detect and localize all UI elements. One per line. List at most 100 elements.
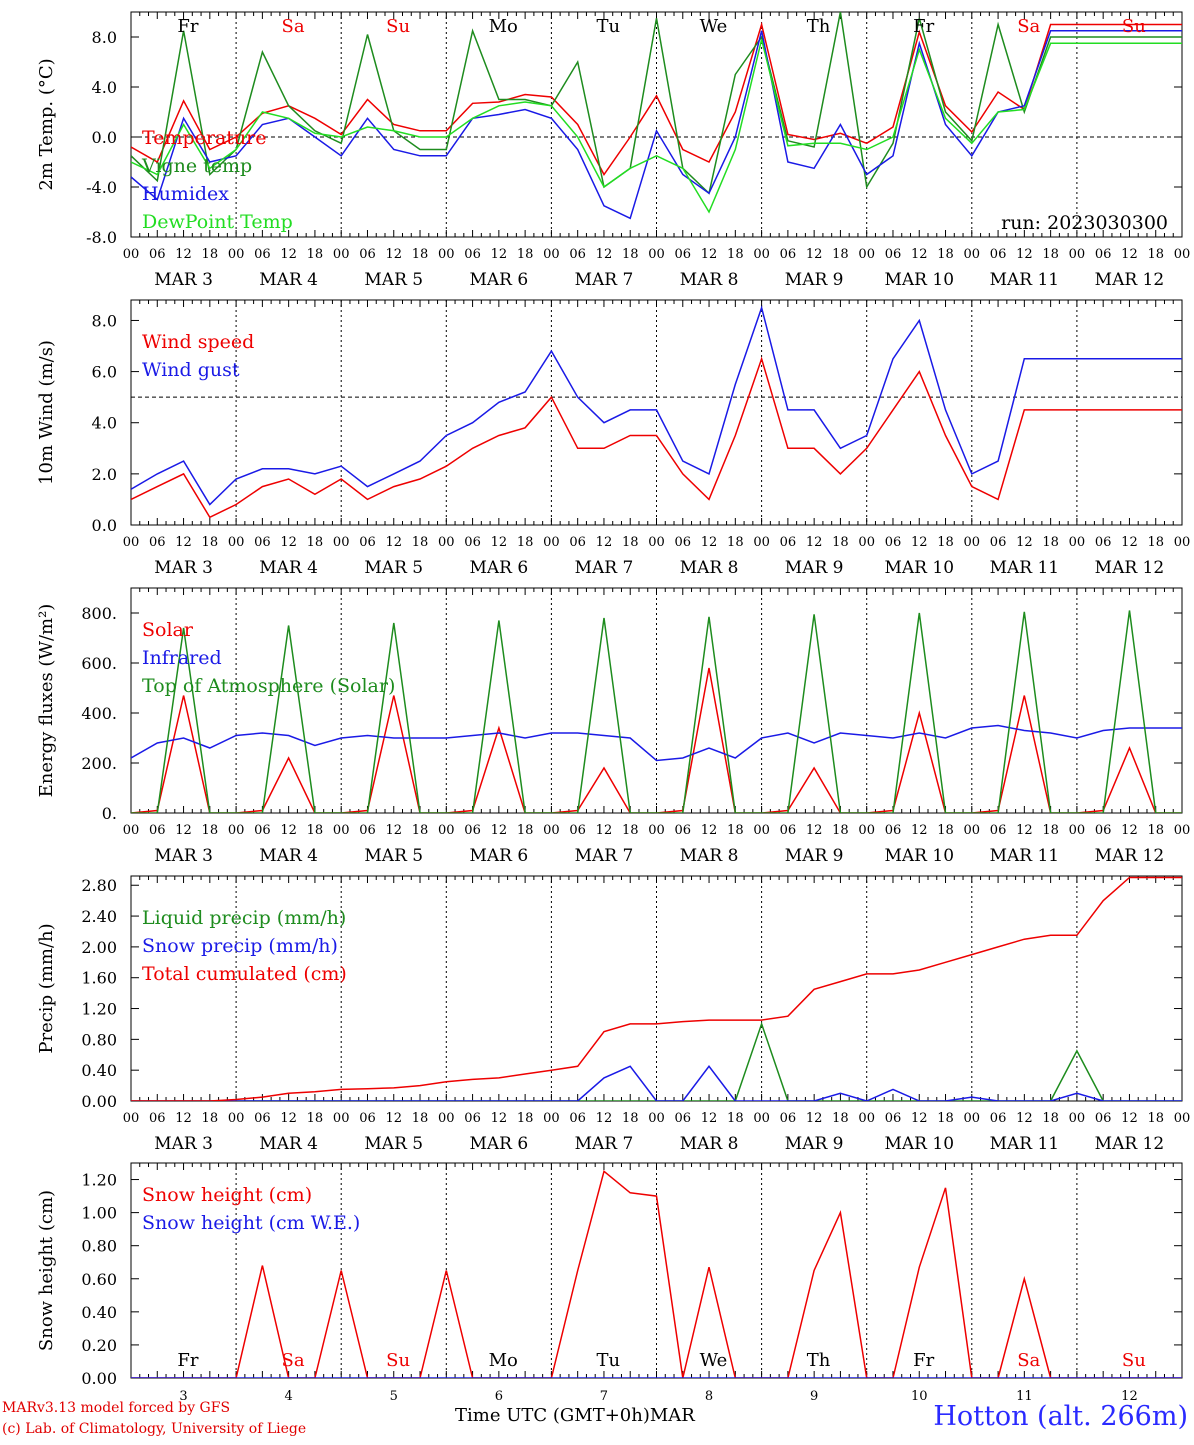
y-tick-label: 0.20 bbox=[81, 1336, 117, 1355]
x-tick-label: 18 bbox=[937, 535, 954, 550]
x-tick-label: 18 bbox=[517, 535, 534, 550]
x-tick-label: 00 bbox=[1174, 1111, 1191, 1126]
x-tick-label: 00 bbox=[438, 247, 455, 262]
weekday-label: Su bbox=[1122, 16, 1146, 37]
x-tick-label: 00 bbox=[964, 535, 981, 550]
legend-entry: Wind gust bbox=[142, 359, 240, 381]
x-tick-label: 18 bbox=[202, 1111, 219, 1126]
x-tick-label: 00 bbox=[543, 535, 560, 550]
x-tick-label: 06 bbox=[1095, 1111, 1112, 1126]
x-tick-label: 12 bbox=[491, 1111, 508, 1126]
weekday-label: Su bbox=[386, 1350, 410, 1371]
x-tick-label: 00 bbox=[228, 535, 245, 550]
x-tick-label: 06 bbox=[149, 1111, 166, 1126]
y-tick-label: 0.40 bbox=[81, 1303, 117, 1322]
series-line bbox=[131, 724, 1182, 762]
panel-2: 00 06 12 18 00 06 12 18 00 06 12 18 00 06 12 18 00 06 12 18… bbox=[36, 299, 1190, 578]
y-tick-label: 8.0 bbox=[92, 311, 117, 330]
weekday-label: Su bbox=[1122, 1350, 1146, 1371]
y-tick-label: 1.20 bbox=[81, 1171, 117, 1190]
x-tick-label: 18 bbox=[622, 1111, 639, 1126]
weekday-label: Fr bbox=[177, 16, 198, 37]
date-label: MAR 8 bbox=[680, 846, 739, 866]
day-number-label: 4 bbox=[285, 1389, 293, 1404]
day-number-label: 6 bbox=[495, 1389, 503, 1404]
x-tick-label: 06 bbox=[569, 823, 586, 838]
x-tick-label: 00 bbox=[1069, 823, 1086, 838]
date-label: MAR 3 bbox=[154, 558, 213, 578]
x-tick-label: 00 bbox=[648, 247, 665, 262]
date-label: MAR 4 bbox=[259, 1134, 318, 1154]
weekday-label: Tu bbox=[597, 16, 621, 37]
date-label: MAR 8 bbox=[680, 1134, 739, 1154]
x-tick-label: 00 bbox=[438, 1111, 455, 1126]
y-axis-label: Energy fluxes (W/m²) bbox=[36, 604, 57, 798]
date-label: MAR 4 bbox=[259, 558, 318, 578]
weekday-label: Sa bbox=[1017, 1350, 1040, 1371]
date-label: MAR 5 bbox=[364, 1134, 423, 1154]
x-tick-label: 12 bbox=[596, 535, 613, 550]
x-tick-label: 06 bbox=[254, 247, 271, 262]
x-tick-label: 12 bbox=[701, 823, 718, 838]
x-tick-label: 06 bbox=[254, 823, 271, 838]
x-tick-label: 12 bbox=[596, 1111, 613, 1126]
date-label: MAR 5 bbox=[364, 846, 423, 866]
series-line bbox=[131, 30, 1182, 220]
y-tick-label: 0.00 bbox=[81, 1092, 117, 1111]
x-tick-label: 06 bbox=[675, 823, 692, 838]
y-tick-label: 8.0 bbox=[92, 28, 117, 47]
date-label: MAR 7 bbox=[575, 846, 634, 866]
date-label: MAR 9 bbox=[785, 1134, 844, 1154]
x-tick-label: 18 bbox=[937, 823, 954, 838]
x-tick-label: 18 bbox=[622, 823, 639, 838]
x-tick-label: 18 bbox=[1042, 1111, 1059, 1126]
panel-3: 00 06 12 18 00 06 12 18 00 06 12 18 00 06 12 18 00 06 12 18… bbox=[36, 587, 1191, 866]
x-tick-label: 06 bbox=[885, 823, 902, 838]
x-tick-label: 00 bbox=[1174, 247, 1191, 262]
x-tick-label: 12 bbox=[1121, 1111, 1138, 1126]
series-line bbox=[131, 667, 1182, 813]
x-tick-label: 00 bbox=[543, 823, 560, 838]
credit-label: (c) Lab. of Climatology, University of L… bbox=[2, 1421, 307, 1437]
x-tick-label: 18 bbox=[412, 247, 429, 262]
x-tick-label: 00 bbox=[123, 247, 140, 262]
x-tick-label: 06 bbox=[885, 535, 902, 550]
x-tick-label: 06 bbox=[1095, 247, 1112, 262]
x-tick-label: 12 bbox=[385, 1111, 402, 1126]
x-tick-label: 12 bbox=[806, 1111, 823, 1126]
time-axis-label: Time UTC (GMT+0h)MAR bbox=[455, 1405, 695, 1426]
day-number-label: 8 bbox=[705, 1389, 713, 1404]
series-line bbox=[131, 1169, 1182, 1378]
month-label: MAR bbox=[649, 1405, 695, 1426]
y-axis-label: Precip (mm/h) bbox=[36, 923, 57, 1053]
series-line bbox=[131, 876, 1182, 1101]
y-tick-label: 1.60 bbox=[81, 969, 117, 988]
x-tick-label: 12 bbox=[911, 1111, 928, 1126]
day-number-label: 3 bbox=[179, 1389, 187, 1404]
y-tick-label: 2.0 bbox=[92, 465, 117, 484]
x-tick-label: 18 bbox=[517, 247, 534, 262]
y-tick-label: 0.60 bbox=[81, 1270, 117, 1289]
x-tick-label: 00 bbox=[1174, 823, 1191, 838]
x-tick-label: 06 bbox=[675, 1111, 692, 1126]
x-tick-label: 00 bbox=[753, 1111, 770, 1126]
x-tick-label: 18 bbox=[1042, 535, 1059, 550]
x-tick-label: 18 bbox=[307, 823, 324, 838]
x-tick-label: 00 bbox=[1069, 247, 1086, 262]
weekday-label: Sa bbox=[281, 1350, 304, 1371]
x-tick-label: 00 bbox=[753, 535, 770, 550]
day-number-label: 9 bbox=[810, 1389, 818, 1404]
x-tick-label: 06 bbox=[569, 1111, 586, 1126]
weekday-label: Fr bbox=[913, 16, 934, 37]
x-tick-label: 18 bbox=[307, 535, 324, 550]
x-tick-label: 18 bbox=[937, 247, 954, 262]
x-tick-label: 12 bbox=[701, 247, 718, 262]
x-tick-label: 12 bbox=[596, 247, 613, 262]
weekday-label: Sa bbox=[1017, 16, 1040, 37]
x-tick-label: 12 bbox=[911, 247, 928, 262]
date-label: MAR 11 bbox=[990, 846, 1060, 866]
series-line bbox=[131, 21, 1182, 176]
x-tick-label: 00 bbox=[858, 1111, 875, 1126]
